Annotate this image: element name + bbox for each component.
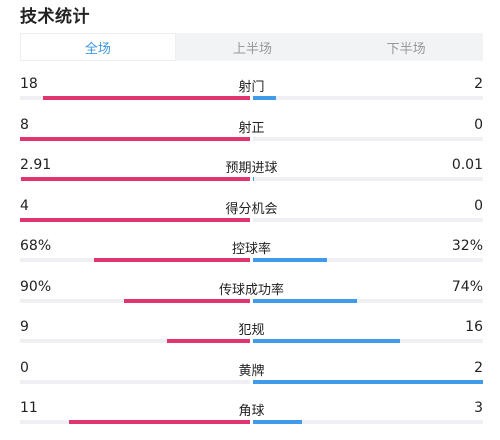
home-bar xyxy=(123,299,250,303)
home-bar xyxy=(93,258,250,262)
away-track xyxy=(253,218,483,222)
stat-label: 传球成功率 xyxy=(218,283,284,298)
away-value: 2 xyxy=(474,76,483,92)
away-track xyxy=(253,299,483,303)
away-bar xyxy=(253,339,401,343)
away-value: 32% xyxy=(451,238,483,254)
home-value: 0 xyxy=(20,360,29,376)
away-track xyxy=(253,96,483,100)
stat-row-pass-accuracy: 90% 传球成功率 74% xyxy=(20,279,483,309)
stat-label: 黄牌 xyxy=(238,364,265,379)
home-value: 18 xyxy=(20,76,38,92)
stat-label: 射门 xyxy=(238,80,265,95)
away-value: 74% xyxy=(451,279,483,295)
home-bar xyxy=(20,177,250,181)
away-track xyxy=(253,258,483,262)
away-bar xyxy=(253,420,303,424)
away-value: 16 xyxy=(465,319,483,335)
stat-row-big-chances: 4 得分机会 0 xyxy=(20,198,483,228)
away-value: 3 xyxy=(474,400,483,416)
home-track xyxy=(20,380,250,384)
tab-first-half[interactable]: 上半场 xyxy=(233,41,273,57)
home-track xyxy=(20,218,250,222)
away-value: 0.01 xyxy=(451,157,483,173)
stat-row-yellow-cards: 0 黄牌 2 xyxy=(20,360,483,390)
tab-full-match[interactable]: 全场 xyxy=(20,33,176,61)
stat-row-possession: 68% 控球率 32% xyxy=(20,238,483,268)
away-track xyxy=(253,177,483,181)
home-track xyxy=(20,258,250,262)
home-bar xyxy=(43,96,250,100)
home-track xyxy=(20,420,250,424)
away-track xyxy=(253,380,483,384)
home-value: 8 xyxy=(20,117,29,133)
away-value: 2 xyxy=(474,360,483,376)
home-bar xyxy=(167,339,250,343)
home-track xyxy=(20,299,250,303)
away-track xyxy=(253,137,483,141)
home-value: 4 xyxy=(20,198,29,214)
tab-second-half[interactable]: 下半场 xyxy=(386,41,426,57)
home-track xyxy=(20,137,250,141)
away-bar xyxy=(253,258,327,262)
home-track xyxy=(20,96,250,100)
home-value: 68% xyxy=(20,238,52,254)
home-value: 90% xyxy=(20,279,52,295)
stat-label: 角球 xyxy=(238,404,265,419)
stat-row-corners: 11 角球 3 xyxy=(20,400,483,430)
away-bar xyxy=(253,96,276,100)
stat-row-fouls: 9 犯规 16 xyxy=(20,319,483,349)
away-bar xyxy=(253,177,254,181)
away-track xyxy=(253,339,483,343)
away-track xyxy=(253,420,483,424)
home-bar xyxy=(20,137,250,141)
stat-row-shots: 18 射门 2 xyxy=(20,76,483,106)
home-bar xyxy=(69,420,250,424)
home-value: 11 xyxy=(20,400,38,416)
home-value: 9 xyxy=(20,319,29,335)
away-bar xyxy=(253,299,357,303)
away-bar xyxy=(253,380,483,384)
stat-label: 预期进球 xyxy=(225,161,278,176)
period-tabs: 全场 上半场 下半场 xyxy=(20,33,483,61)
stat-row-expected-goals: 2.91 预期进球 0.01 xyxy=(20,157,483,187)
home-track xyxy=(20,339,250,343)
stat-row-shots-on-target: 8 射正 0 xyxy=(20,117,483,147)
page-title: 技术统计 xyxy=(20,7,90,27)
stat-label: 射正 xyxy=(238,121,265,136)
home-value: 2.91 xyxy=(20,157,52,173)
home-track xyxy=(20,177,250,181)
home-bar xyxy=(20,218,250,222)
away-value: 0 xyxy=(474,198,483,214)
stat-label: 控球率 xyxy=(231,242,271,257)
away-value: 0 xyxy=(474,117,483,133)
stat-label: 犯规 xyxy=(238,323,265,338)
stat-label: 得分机会 xyxy=(225,202,278,217)
